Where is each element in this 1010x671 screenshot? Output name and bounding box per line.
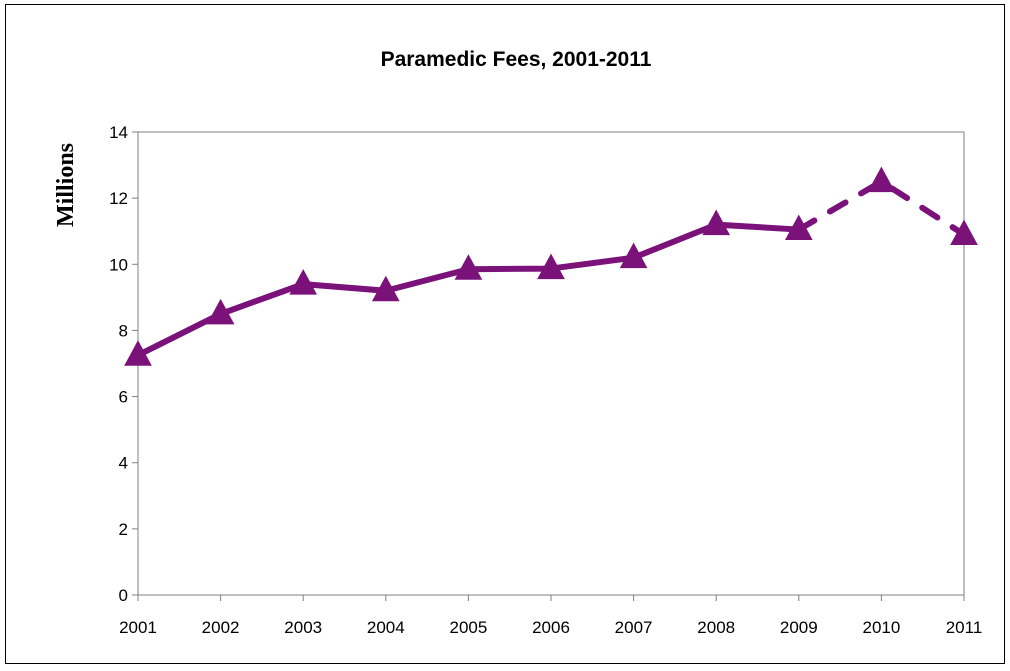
data-point-2011 [950, 219, 978, 246]
data-point-2003 [289, 269, 318, 295]
x-tick-label: 2010 [862, 618, 900, 637]
x-tick-label: 2001 [119, 618, 157, 637]
y-tick-label: 6 [119, 388, 128, 407]
y-axis-label: Millions [53, 143, 79, 227]
y-tick-label: 14 [109, 123, 128, 142]
data-point-2001 [124, 340, 152, 366]
data-point-2005 [454, 254, 483, 280]
series-line-solid [135, 221, 802, 359]
data-point-2010 [867, 166, 896, 193]
y-tick-label: 4 [119, 454, 128, 473]
x-tick-label: 2005 [449, 618, 487, 637]
y-tick-label: 2 [119, 520, 128, 539]
y-tick-label: 12 [109, 189, 128, 208]
axis-layer: 0 2 4 6 8 10 12 14 2001 2002 2003 2004 2005 2006 2007 2… [109, 123, 982, 637]
y-tick-label: 8 [119, 321, 128, 340]
series-line-dashed [795, 178, 967, 238]
data-point-2008 [702, 209, 731, 236]
data-point-2004 [371, 275, 400, 302]
x-tick-label: 2004 [367, 618, 405, 637]
chart-frame [5, 4, 1005, 664]
data-point-2006 [537, 253, 565, 280]
data-point-2007 [619, 242, 648, 269]
marker-layer [124, 166, 978, 366]
x-tick-label: 2009 [780, 618, 818, 637]
y-tick-label: 0 [119, 586, 128, 605]
x-tick-label: 2002 [202, 618, 240, 637]
x-tick-label: 2007 [615, 618, 653, 637]
x-tick-label: 2008 [697, 618, 735, 637]
data-point-2002 [206, 298, 235, 325]
chart-title: Paramedic Fees, 2001-2011 [381, 48, 652, 71]
y-tick-label: 10 [109, 255, 128, 274]
x-tick-label: 2003 [284, 618, 322, 637]
x-tick-label: 2011 [946, 618, 983, 637]
x-tick-label: 2006 [532, 618, 570, 637]
plot-area [137, 131, 965, 596]
data-point-2009 [784, 214, 813, 241]
